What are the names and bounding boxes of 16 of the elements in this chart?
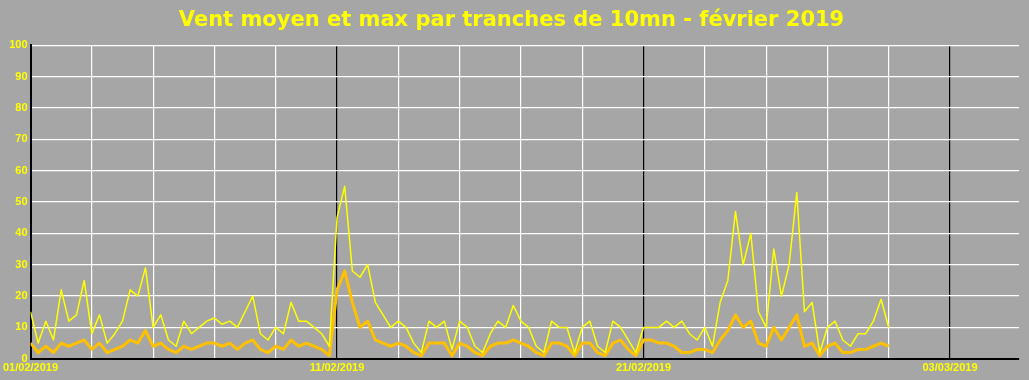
y-tick-label: 100 bbox=[9, 38, 28, 51]
chart-title: Vent moyen et max par tranches de 10mn - février 2019 bbox=[178, 7, 845, 32]
y-tick-label: 70 bbox=[15, 132, 28, 145]
y-tick-label: 30 bbox=[15, 257, 28, 270]
x-tick-label: 11/02/2019 bbox=[309, 361, 365, 374]
y-tick-label: 50 bbox=[15, 195, 28, 208]
y-tick-label: 10 bbox=[15, 320, 28, 333]
x-tick-label: 21/02/2019 bbox=[616, 361, 672, 374]
y-tick-label: 40 bbox=[15, 226, 28, 239]
y-tick-label: 90 bbox=[15, 69, 28, 82]
y-tick-label: 20 bbox=[15, 289, 28, 302]
x-tick-label: 01/02/2019 bbox=[3, 361, 59, 374]
y-tick-label: 80 bbox=[15, 100, 28, 113]
y-tick-label: 60 bbox=[15, 163, 28, 176]
y-tick-label: 0 bbox=[21, 351, 28, 364]
x-tick-label: 03/03/2019 bbox=[922, 361, 978, 374]
